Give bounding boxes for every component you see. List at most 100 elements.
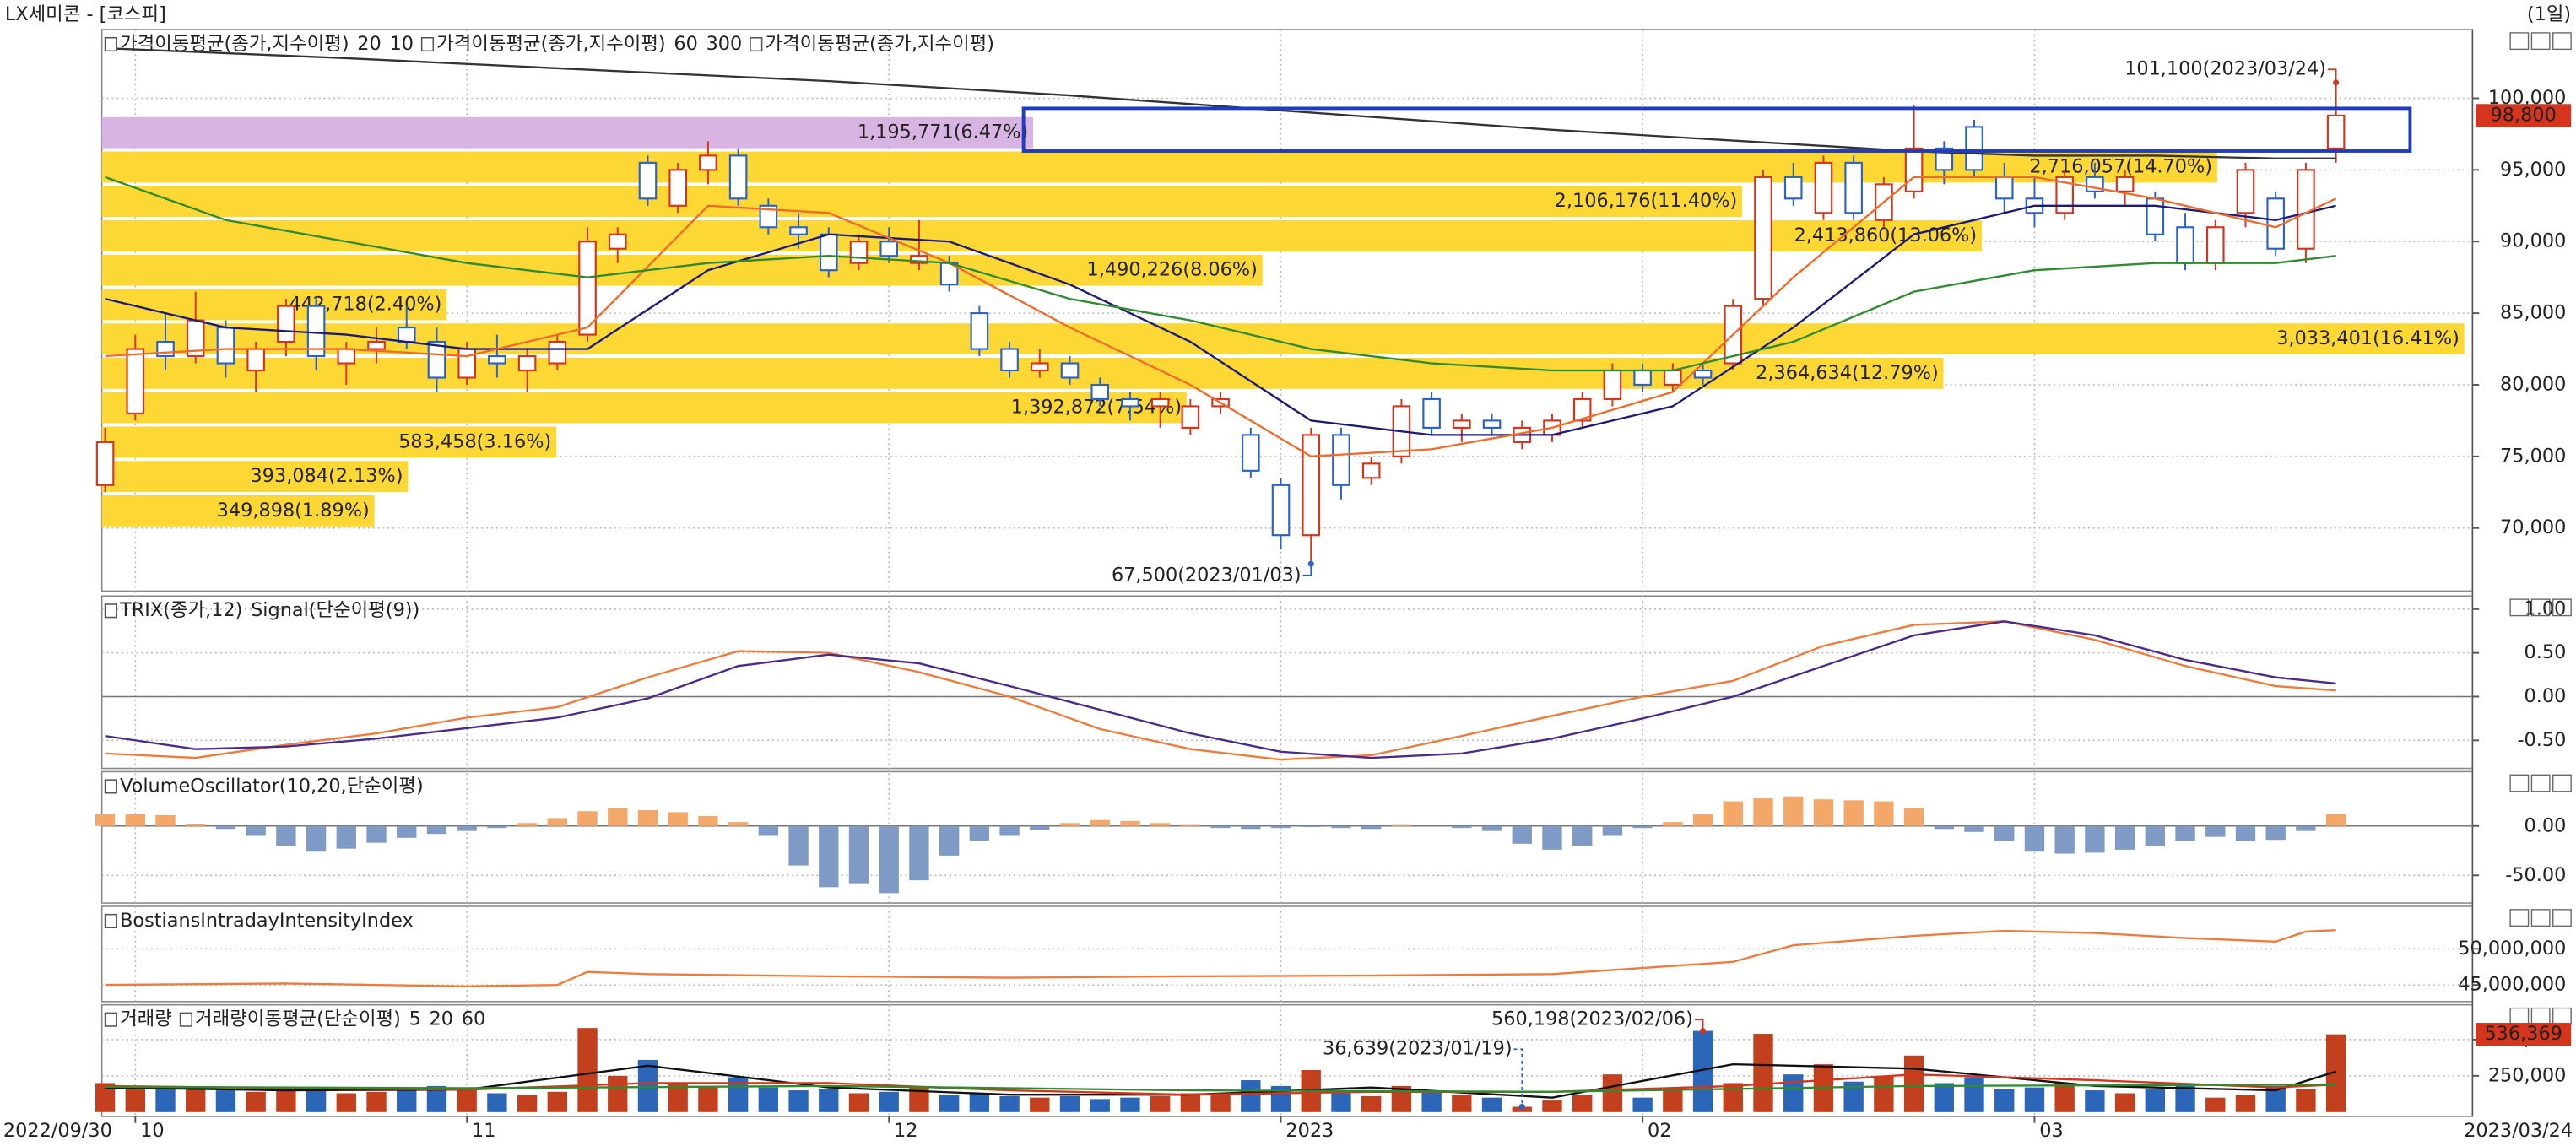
- legend-label: 60: [674, 33, 697, 55]
- bar: [215, 825, 236, 830]
- moving-average-line: [105, 176, 2337, 458]
- y-tick-label: 85,000: [2500, 302, 2566, 324]
- highlight-box: [1021, 106, 2412, 153]
- candle-body: [1361, 462, 1381, 479]
- bar: [637, 1059, 658, 1112]
- bar: [155, 814, 176, 826]
- bar: [1030, 825, 1050, 830]
- bar: [2325, 1034, 2346, 1112]
- candle-body: [1242, 434, 1260, 472]
- moving-average-line: [105, 204, 2336, 436]
- panel-frame: [100, 770, 2474, 904]
- candle-body: [2205, 226, 2225, 264]
- panel-button: [2530, 774, 2551, 792]
- bar: [1180, 824, 1201, 826]
- volume-profile-label: 2,364,634(12.79%): [1756, 362, 1939, 384]
- candle-body: [849, 241, 869, 264]
- annotation-leader: [1513, 1048, 1523, 1107]
- candle-body: [2115, 176, 2135, 192]
- bar: [1542, 825, 1562, 850]
- legend-icon: [104, 36, 117, 52]
- candle-body: [1422, 397, 1441, 429]
- bar: [1723, 801, 1743, 826]
- bar: [2265, 1085, 2286, 1112]
- panel-button: [2509, 909, 2530, 927]
- legend-label: 거래량: [120, 1008, 172, 1030]
- bar: [1331, 825, 1351, 829]
- bar: [397, 1090, 417, 1112]
- bar: [969, 1093, 990, 1112]
- annotation-label: 67,500(2023/01/03): [1112, 564, 1302, 586]
- bar: [637, 810, 658, 826]
- bar: [2175, 825, 2195, 841]
- candle-body: [2146, 197, 2165, 235]
- bar: [1241, 825, 1261, 830]
- y-tick-label: 90,000: [2500, 230, 2566, 252]
- candle-body: [156, 340, 175, 358]
- bar: [819, 1089, 839, 1112]
- bar: [758, 1087, 779, 1112]
- legend-icon: [179, 1012, 192, 1027]
- candle-body: [1664, 369, 1682, 387]
- legend-label: 가격이동평균(종가,지수이평): [120, 33, 349, 55]
- plot-area: 2022/09/30 10 11 12 2023 02 03 2023/03/24 70,000…: [3, 29, 2573, 1142]
- price-tag: [2476, 104, 2572, 127]
- bar: [1270, 825, 1291, 829]
- bar: [577, 811, 598, 826]
- candle-body: [1904, 147, 1924, 192]
- annotation-label: 36,639(2023/01/19): [1323, 1038, 1513, 1060]
- x-tick-label: 12: [894, 1120, 917, 1142]
- y-tick-label: 1.00: [2525, 597, 2567, 619]
- x-tick-label: 2023: [1285, 1120, 1334, 1142]
- bar: [1421, 1090, 1442, 1112]
- candle-body: [337, 348, 356, 365]
- volume-profile-bar: [101, 392, 1187, 424]
- chart-title: LX세미콘 - [코스피]: [5, 3, 166, 25]
- bar: [1783, 796, 1804, 826]
- bar: [1481, 1097, 1502, 1112]
- bar: [426, 1085, 447, 1112]
- price-tag: [2476, 1023, 2572, 1046]
- candle-body: [517, 354, 537, 372]
- legend-label: 300: [706, 33, 743, 55]
- legend-icon: [420, 36, 435, 52]
- panel-button: [2509, 32, 2530, 51]
- legend-icon: [104, 603, 117, 619]
- candle-body: [216, 327, 235, 365]
- bar: [2296, 825, 2316, 831]
- bar: [939, 1095, 960, 1112]
- bar: [999, 825, 1020, 836]
- candle-body: [126, 348, 145, 414]
- volume-profile-label: 1,195,771(6.47%): [858, 122, 1028, 143]
- legend-label: BostiansIntradayIntensityIndex: [120, 910, 414, 932]
- x-tick-label: 2022/09/30: [3, 1120, 112, 1142]
- bar: [95, 814, 116, 826]
- overlay: [1021, 106, 2412, 153]
- bar: [1150, 1095, 1171, 1112]
- candle-body: [1844, 161, 1863, 214]
- bar: [366, 825, 387, 843]
- bar: [1692, 1030, 1713, 1112]
- panel-button: [2509, 598, 2530, 617]
- bar: [758, 825, 779, 836]
- panel-button: [2552, 598, 2572, 617]
- volume-profile-label: 393,084(2.13%): [251, 465, 403, 487]
- bar: [819, 825, 839, 888]
- candle-body: [819, 233, 838, 272]
- moving-average-line: [105, 46, 2336, 159]
- bar: [969, 825, 990, 841]
- bar: [1663, 822, 1683, 826]
- volume-profile-label: 3,033,401(16.41%): [2276, 327, 2460, 349]
- annotation-label: 560,198(2023/02/06): [1491, 1008, 1693, 1030]
- candle-body: [306, 305, 326, 358]
- bar: [246, 825, 266, 836]
- period-label: (1일): [2527, 3, 2571, 25]
- volume-profile-label: 2,716,057(14.70%): [2029, 155, 2212, 177]
- volume-profile-bar: [101, 495, 375, 527]
- legend-label: 20: [357, 33, 381, 55]
- bar: [608, 808, 628, 826]
- annotation-leader: [2327, 68, 2337, 83]
- bar: [1090, 819, 1110, 826]
- bar: [1391, 824, 1412, 826]
- y-tick-label: -0.50: [2517, 729, 2566, 751]
